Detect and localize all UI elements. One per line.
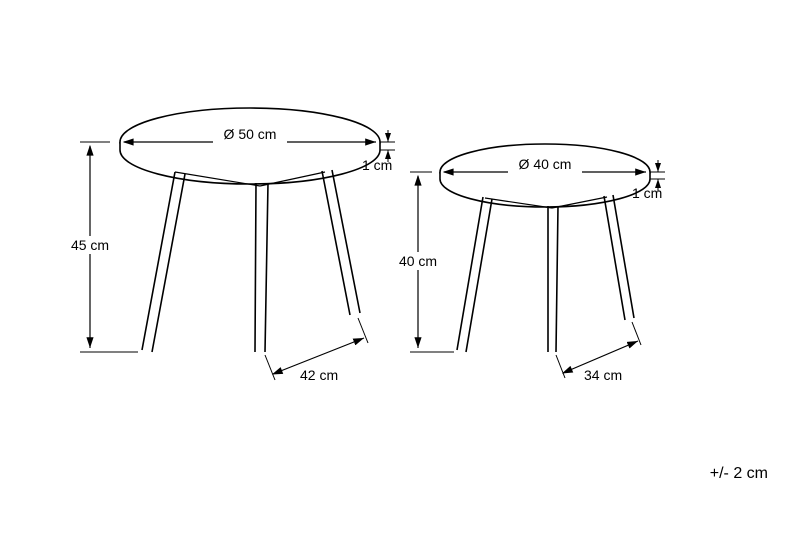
large-thickness-label: 1 cm xyxy=(362,157,392,173)
large-diameter-label: Ø 50 cm xyxy=(224,126,277,142)
diagram-canvas: Ø 50 cm 1 cm 45 cm 42 cm Ø 40 cm xyxy=(0,0,800,533)
small-height-label: 40 cm xyxy=(399,253,437,269)
small-thickness-label: 1 cm xyxy=(632,185,662,201)
small-leg-right xyxy=(604,195,634,320)
small-leg-left xyxy=(457,197,492,352)
small-top-face xyxy=(440,172,650,207)
table-small: Ø 40 cm 1 cm 40 cm 34 cm xyxy=(396,144,665,383)
table-large: Ø 50 cm 1 cm 45 cm 42 cm xyxy=(68,108,395,383)
large-leg-left xyxy=(142,172,185,352)
small-depth-label: 34 cm xyxy=(584,367,622,383)
large-leg-front xyxy=(255,183,268,352)
large-leg-right xyxy=(322,170,360,315)
large-top-face xyxy=(120,142,380,184)
small-leg-front xyxy=(548,206,558,352)
tolerance-label: +/- 2 cm xyxy=(710,465,768,483)
small-diameter-label: Ø 40 cm xyxy=(519,156,572,172)
diagram-svg: Ø 50 cm 1 cm 45 cm 42 cm Ø 40 cm xyxy=(0,0,800,533)
large-depth-label: 42 cm xyxy=(300,367,338,383)
large-height-label: 45 cm xyxy=(71,237,109,253)
